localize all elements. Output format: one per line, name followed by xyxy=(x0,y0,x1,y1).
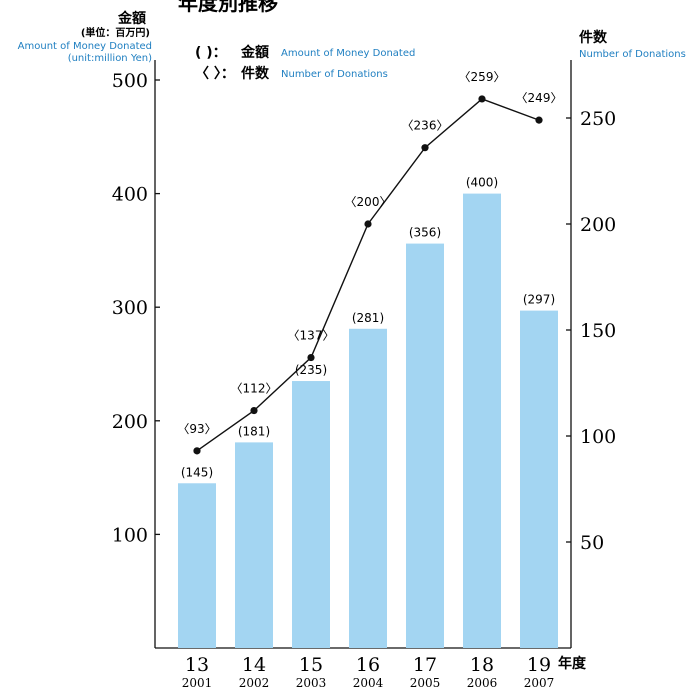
x-category-label: 13 xyxy=(185,654,209,676)
bar-label: (145) xyxy=(181,465,213,479)
left-tick-label: 500 xyxy=(112,70,148,92)
count-label: 〈200〉 xyxy=(345,195,392,209)
count-label: 〈249〉 xyxy=(516,91,563,105)
count-point xyxy=(535,116,543,124)
x-axis-title: 年度 xyxy=(558,655,587,672)
line-labels: 〈93〉 〈112〉 〈137〉 〈200〉 〈236〉 〈259〉〈249〉 xyxy=(177,70,562,436)
count-label: 〈236〉 xyxy=(402,119,449,133)
legend: ( )： 金額 Amount of Money Donated 〈 〉： 件数 … xyxy=(195,44,415,82)
count-point xyxy=(307,353,315,362)
line-series xyxy=(193,95,543,455)
legend-symbol-count: 〈 〉： xyxy=(195,66,235,82)
x-year-label: 2007 xyxy=(524,676,555,690)
count-label: 〈93〉 xyxy=(177,422,216,436)
left-tick-label: 200 xyxy=(112,411,148,433)
bar xyxy=(406,243,444,649)
x-category-label: 15 xyxy=(299,654,323,676)
bar xyxy=(520,310,558,648)
x-year-label: 2005 xyxy=(410,676,441,690)
legend-label-count-jp: 件数 xyxy=(241,65,270,82)
count-label: 〈137〉 xyxy=(288,329,335,343)
count-label: 〈112〉 xyxy=(231,382,278,396)
left-axis-unit-en: (unit:million Yen) xyxy=(68,53,152,64)
right-ticks: 50 100 150 200 250 xyxy=(566,108,616,554)
right-tick-label: 200 xyxy=(580,214,616,236)
bar-label: (356) xyxy=(409,226,441,240)
left-tick-label: 300 xyxy=(112,297,148,319)
bar-label: (235) xyxy=(295,363,327,377)
chart-title: 年度別推移 xyxy=(178,0,278,15)
legend-symbol-amount: ( )： xyxy=(195,45,227,61)
bar-labels: (145) (181) (235) (281) (356) (400) (297) xyxy=(181,176,555,480)
x-category-label: 19 xyxy=(527,654,551,676)
x-category-label: 14 xyxy=(242,654,266,676)
bar-label: (181) xyxy=(238,424,270,438)
right-tick-label: 150 xyxy=(580,320,616,342)
count-point xyxy=(364,220,372,228)
count-point xyxy=(250,406,258,415)
x-year-label: 2003 xyxy=(296,676,327,690)
x-year-label: 2004 xyxy=(353,676,384,690)
count-point xyxy=(421,144,429,152)
left-ticks: 100 200 300 400 500 xyxy=(112,70,160,546)
count-point xyxy=(478,95,486,103)
left-axis-title-en: Amount of Money Donated xyxy=(18,41,152,52)
x-category-label: 16 xyxy=(356,654,380,676)
bar-label: (400) xyxy=(466,176,498,190)
legend-label-count-en: Number of Donations xyxy=(281,69,388,80)
x-category-label: 18 xyxy=(470,654,494,676)
right-tick-label: 250 xyxy=(580,108,616,130)
count-point xyxy=(193,447,201,455)
bar-label: (297) xyxy=(523,293,555,307)
right-tick-label: 100 xyxy=(580,426,616,448)
bar xyxy=(235,442,273,648)
right-axis-title-jp: 件数 xyxy=(579,29,608,46)
legend-label-amount-en: Amount of Money Donated xyxy=(281,48,415,59)
x-year-label: 2006 xyxy=(467,676,498,690)
right-tick-label: 50 xyxy=(580,532,604,554)
x-year-label: 2002 xyxy=(239,676,270,690)
x-category-label: 17 xyxy=(413,654,437,676)
bar-label: (281) xyxy=(352,311,384,325)
left-tick-label: 400 xyxy=(112,184,148,206)
bar xyxy=(292,381,330,648)
legend-label-amount-jp: 金額 xyxy=(240,44,269,61)
count-label: 〈259〉 xyxy=(459,70,506,84)
bar xyxy=(178,483,216,648)
right-axis-title-en: Number of Donations xyxy=(579,49,686,60)
bars xyxy=(178,193,558,649)
left-axis-unit-jp: (単位：百万円) xyxy=(81,26,150,39)
left-axis-title-jp: 金額 xyxy=(117,10,146,27)
bar xyxy=(463,193,501,648)
x-year-label: 2001 xyxy=(182,676,213,690)
left-tick-label: 100 xyxy=(112,524,148,546)
bar xyxy=(349,328,387,648)
